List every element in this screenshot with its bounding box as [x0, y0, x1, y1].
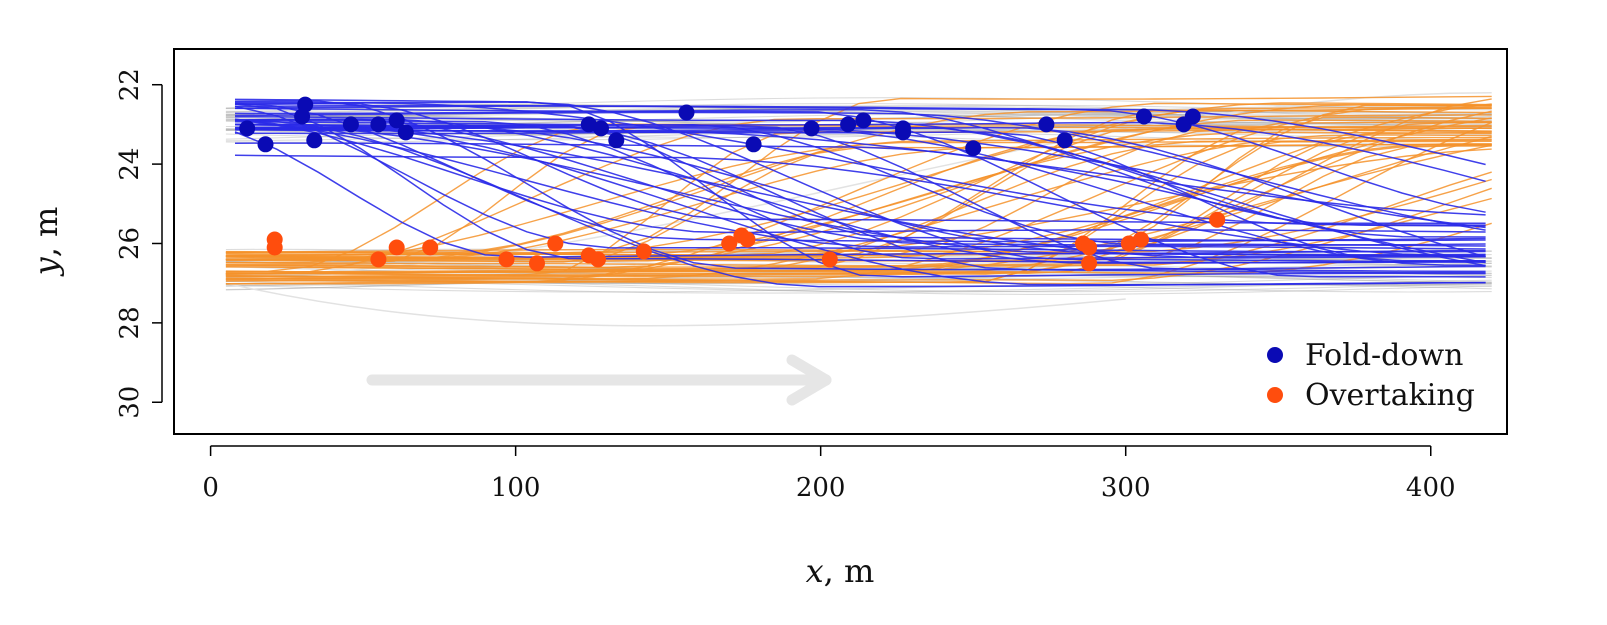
overtaking-trajectory-line — [225, 125, 1492, 269]
overtaking-point — [590, 251, 606, 268]
y-tick-label: 28 — [115, 306, 145, 339]
fold-down-point — [370, 116, 387, 133]
fold-down-point — [965, 140, 982, 157]
fold-down-point — [593, 120, 609, 137]
overtaking-point — [1133, 231, 1149, 248]
fold-down-trajectory-line — [234, 124, 1486, 274]
overtaking-trajectory-line — [225, 128, 1492, 258]
legend-marker — [1267, 347, 1283, 363]
background-trajectory-line — [225, 280, 1492, 294]
fold-down-trajectory-line — [234, 119, 1486, 260]
x-tick-label: 400 — [1406, 473, 1456, 503]
overtaking-point — [721, 235, 738, 252]
fold-down-trajectory-line — [234, 101, 1486, 264]
fold-down-point — [803, 120, 820, 137]
fold-down-point — [608, 132, 625, 149]
fold-down-point — [239, 120, 256, 137]
background-trajectory-line — [225, 282, 1126, 327]
overtaking-point — [1120, 235, 1137, 252]
background-trajectory-line — [225, 105, 1492, 121]
fold-down-trajectory-line — [234, 102, 1486, 226]
overtaking-point — [821, 251, 838, 268]
fold-down-trajectory-line — [234, 126, 1486, 258]
overtaking-trajectory-line — [225, 95, 1492, 254]
fold-down-trajectory-line — [234, 118, 1486, 264]
fold-down-point — [257, 136, 274, 153]
fold-down-point — [297, 96, 314, 113]
fold-down-point — [1184, 108, 1201, 125]
overtaking-point — [498, 251, 515, 268]
overtaking-point — [1081, 255, 1098, 272]
overtaking-point — [266, 239, 283, 256]
fold-down-trajectory-line — [234, 126, 1486, 286]
fold-down-point — [855, 112, 872, 129]
legend: Fold-down Overtaking — [1267, 338, 1475, 413]
fold-down-trajectory-line — [234, 105, 1486, 253]
legend-label: Fold-down — [1305, 338, 1463, 373]
fold-down-point — [388, 112, 405, 129]
plot-frame — [173, 48, 1508, 435]
fold-down-point — [1056, 132, 1073, 149]
overtaking-point — [635, 243, 652, 260]
fold-down-point — [342, 116, 359, 133]
fold-down-trajectories — [234, 98, 1486, 288]
x-tick-label: 100 — [491, 473, 541, 503]
fold-down-trajectory-line — [234, 154, 1486, 257]
fold-down-trajectory-line — [234, 105, 1486, 166]
y-tick-label: 22 — [115, 68, 145, 101]
overtaking-point — [370, 251, 387, 268]
fold-down-point — [306, 132, 323, 149]
fold-down-point — [1136, 108, 1152, 125]
y-tick-label: 26 — [115, 227, 145, 260]
overtaking-trajectory-line — [225, 106, 1492, 256]
fold-down-trajectory-line — [234, 123, 1486, 259]
y-axis-title: y, m — [27, 207, 65, 278]
fold-down-point — [745, 136, 762, 153]
fold-down-trajectory-line — [235, 108, 1486, 227]
overtaking-point — [388, 239, 405, 256]
fold-down-trajectory-line — [234, 100, 1486, 271]
legend-marker — [1267, 387, 1283, 403]
overtaking-trajectory-line — [225, 103, 1492, 274]
overtaking-point — [1081, 239, 1098, 256]
fold-down-trajectory-line — [234, 118, 1486, 250]
fold-down-point — [397, 124, 414, 141]
overtaking-trajectory-line — [225, 121, 1492, 284]
x-tick-label: 200 — [796, 473, 846, 503]
overtaking-trajectory-line — [225, 109, 1492, 273]
direction-arrow-head — [786, 354, 832, 406]
fold-down-trajectory-line — [234, 126, 1486, 229]
background-trajectory-line — [225, 123, 1492, 141]
overtaking-trajectory-line — [225, 134, 1492, 280]
overtaking-trajectory-line — [225, 102, 1492, 282]
overtaking-point — [422, 239, 439, 256]
overtaking-point — [529, 255, 545, 272]
x-axis-title: x, m — [806, 552, 875, 590]
fold-down-point — [678, 104, 695, 121]
fold-down-trajectory-line — [234, 98, 1486, 278]
x-axis: 0 100 200 300 400 — [202, 445, 1456, 503]
y-tick-label: 30 — [115, 386, 145, 419]
y-tick-label: 24 — [115, 148, 145, 181]
y-axis: 22 24 26 28 30 — [115, 68, 163, 419]
fold-down-point — [1038, 116, 1055, 133]
x-tick-label: 300 — [1101, 473, 1151, 503]
direction-arrow — [366, 354, 832, 406]
overtaking-point — [739, 231, 756, 248]
fold-down-trajectory-line — [234, 102, 1486, 243]
fold-down-point — [580, 116, 597, 133]
x-tick-label: 0 — [202, 473, 219, 503]
legend-label: Overtaking — [1305, 378, 1475, 413]
fold-down-point — [895, 124, 911, 141]
fold-down-point — [840, 116, 857, 133]
overtaking-point — [1209, 211, 1226, 228]
background-trajectory-line — [225, 91, 1492, 276]
overtaking-point — [547, 235, 564, 252]
data-points — [239, 96, 1226, 272]
